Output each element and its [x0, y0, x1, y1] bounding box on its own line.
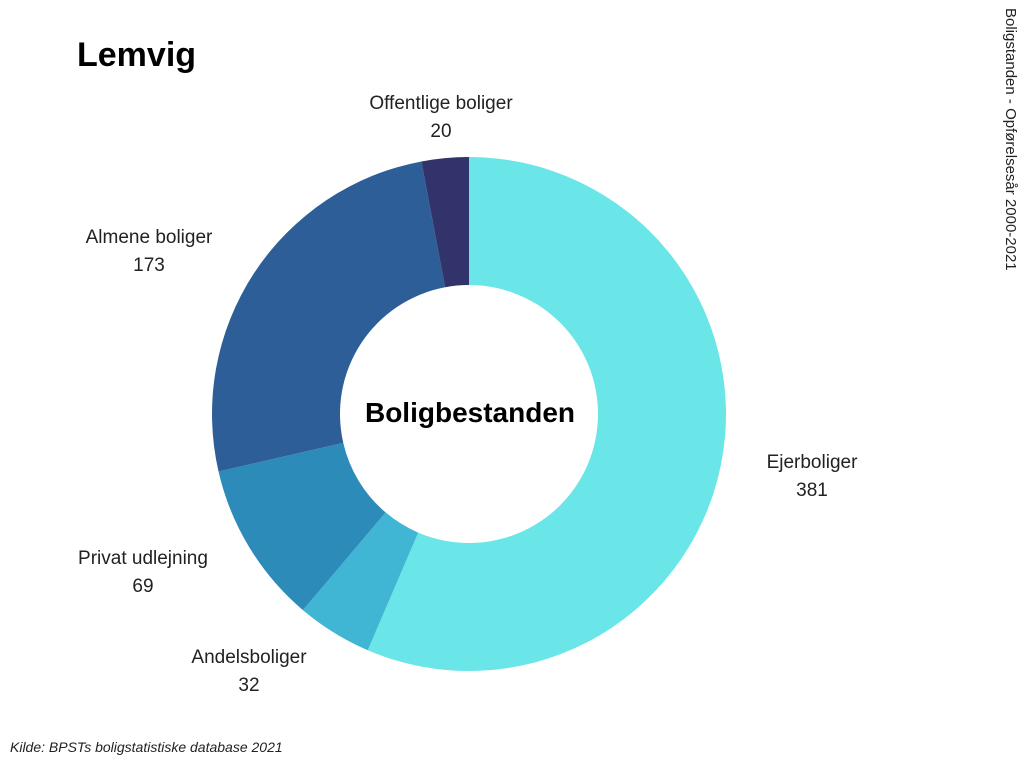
- slice-andelsboliger: [302, 512, 419, 651]
- slice-label-name: Ejerboliger: [767, 452, 858, 473]
- source-note: Kilde: BPSTs boligstatistiske database 2…: [10, 739, 283, 755]
- slice-label-value: 32: [238, 675, 259, 696]
- slice-ejerboliger: [367, 157, 727, 672]
- donut-slices: [211, 157, 727, 672]
- center-label: Boligbestanden: [365, 397, 575, 428]
- slice-privat-udlejning: [218, 442, 386, 611]
- slice-almene-boliger: [211, 161, 446, 472]
- slice-labels: Ejerboliger 381 Andelsboliger 32 Privat udle…: [78, 93, 858, 696]
- slice-label-value: 69: [132, 576, 153, 597]
- side-note: Boligstanden - Opførelsesår 2000-2021: [1002, 8, 1019, 271]
- slice-label-name: Privat udlejning: [78, 548, 208, 569]
- slice-label-name: Offentlige boliger: [369, 93, 513, 114]
- slice-offentlige-boliger: [421, 157, 469, 288]
- slice-label-value: 173: [133, 255, 165, 276]
- slice-label-name: Andelsboliger: [191, 647, 307, 668]
- slice-label-value: 381: [796, 480, 828, 501]
- slice-label-value: 20: [430, 121, 451, 142]
- slice-label-name: Almene boliger: [86, 227, 213, 248]
- page-title: Lemvig: [77, 36, 197, 74]
